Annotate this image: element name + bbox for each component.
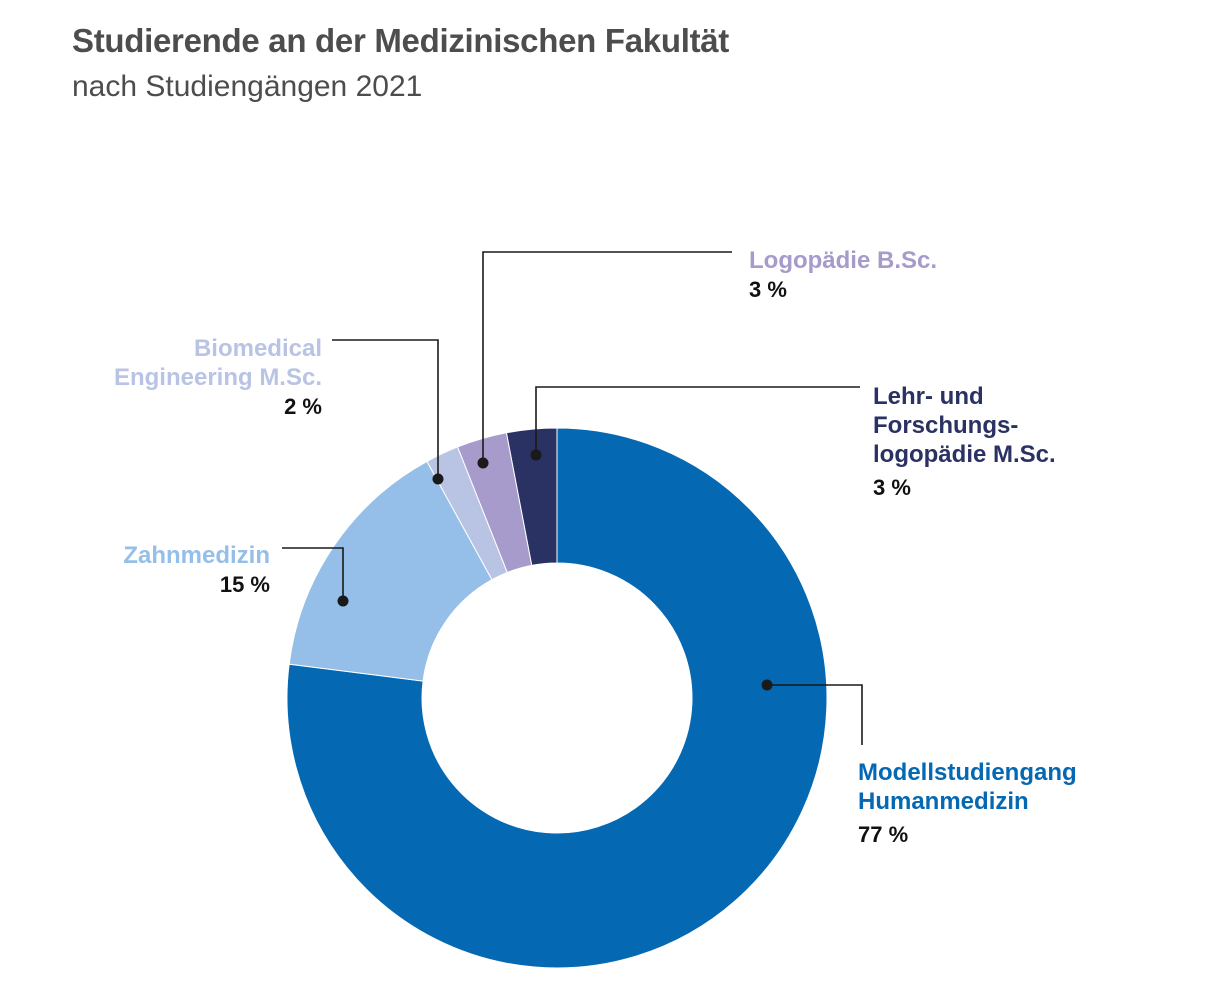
- label-logopaedie-line-1: Logopädie B.Sc.: [749, 247, 938, 274]
- slice-zahn: [288, 460, 493, 682]
- label-logopaedie-percent: 3 %: [749, 277, 787, 302]
- leader-dot-logo: [477, 457, 489, 469]
- label-lehr-line-3: logopädie M.Sc.: [873, 441, 1056, 468]
- leader-dot-lehr: [530, 449, 542, 461]
- leader-dot-zahn: [337, 595, 349, 607]
- label-zahnmedizin-line-1: Zahnmedizin: [123, 542, 270, 569]
- label-zahnmedizin-percent: 15 %: [219, 572, 270, 597]
- label-biomedical: Biomedical Engineering M.Sc. 2 %: [40, 334, 322, 421]
- leader-line-lehr: [535, 386, 860, 455]
- label-modellstudiengang: Modellstudiengang Humanmedizin 77 %: [858, 758, 1077, 849]
- label-lehr-line-1: Lehr- und: [873, 383, 984, 410]
- label-biomedical-percent: 2 %: [284, 394, 322, 419]
- leader-line-zahn: [282, 547, 344, 601]
- leader-line-modell: [767, 684, 863, 745]
- label-lehr-percent: 3 %: [873, 475, 911, 500]
- slice-logo: [456, 432, 533, 574]
- label-lehr-forschungslogopaedie: Lehr- und Forschungs- logopädie M.Sc. 3 …: [873, 382, 1056, 502]
- leader-line-logo: [482, 251, 732, 463]
- chart-title: Studierende an der Medizinischen Fakultä…: [72, 22, 729, 59]
- leader-dot-modell: [761, 679, 773, 691]
- leader-line-biomed: [332, 339, 439, 479]
- label-biomedical-line-1: Biomedical: [193, 335, 322, 362]
- label-modell-line-2: Humanmedizin: [858, 788, 1029, 815]
- label-biomedical-line-2: Engineering M.Sc.: [113, 364, 322, 391]
- label-logopaedie: Logopädie B.Sc. 3 %: [749, 246, 937, 304]
- label-modell-percent: 77 %: [858, 822, 909, 847]
- leader-dot-biomed: [432, 473, 444, 485]
- label-modell-line-1: Modellstudiengang: [858, 759, 1077, 786]
- label-lehr-line-2: Forschungs-: [873, 412, 1019, 439]
- chart-subtitle: nach Studiengängen 2021: [72, 70, 423, 103]
- slice-modell: [286, 427, 828, 969]
- label-zahnmedizin: Zahnmedizin 15 %: [40, 541, 270, 599]
